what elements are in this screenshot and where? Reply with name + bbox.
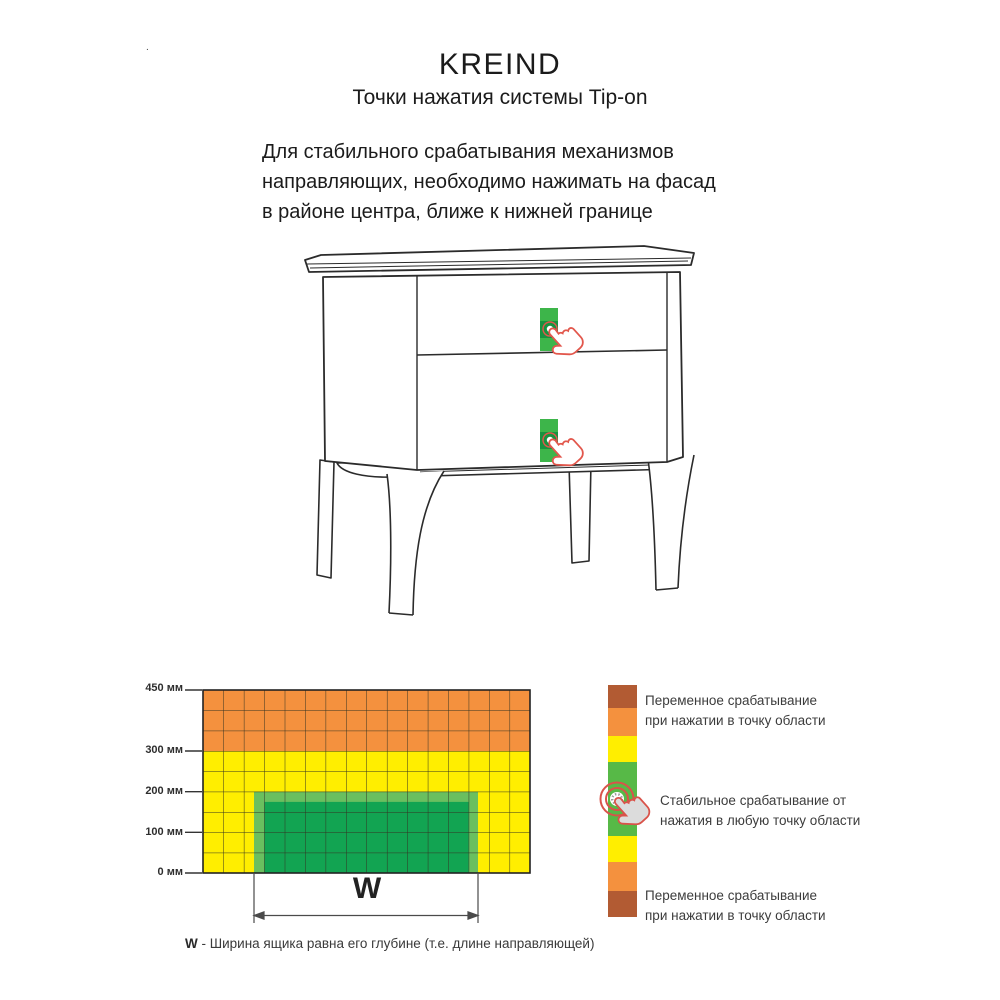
axis-label-0: 0 мм xyxy=(157,866,183,878)
legend-text-line: при нажатии в точку области xyxy=(645,713,826,728)
nightstand-carcass xyxy=(322,271,684,471)
legend-item-variable-top: Переменное срабатывание при нажатии в то… xyxy=(645,691,826,731)
press-point-upper xyxy=(539,308,587,365)
nightstand-legs xyxy=(316,454,695,616)
width-dimension xyxy=(252,873,480,923)
legend-text-line: Переменное срабатывание xyxy=(645,888,818,903)
axis-label-200: 200 мм xyxy=(145,785,183,797)
caption-text: - Ширина ящика равна его глубине (т.е. д… xyxy=(197,936,595,951)
press-point-lower xyxy=(539,419,587,476)
axis-label-450: 450 мм xyxy=(145,682,183,694)
diagram-caption: W - Ширина ящика равна его глубине (т.е.… xyxy=(185,936,594,951)
axis-ticks xyxy=(185,689,202,874)
legend-item-variable-bottom: Переменное срабатывание при нажатии в то… xyxy=(645,886,826,926)
legend-swatch-yellow-bottom xyxy=(608,836,637,862)
press-zone-diagram xyxy=(140,675,620,965)
legend-text-line: Стабильное срабатывание от xyxy=(660,793,847,808)
legend-text-line: Переменное срабатывание xyxy=(645,693,818,708)
axis-label-300: 300 мм xyxy=(145,744,183,756)
legend-item-stable: Стабильное срабатывание от нажатия в люб… xyxy=(660,791,860,831)
legend-swatch-orange-top xyxy=(608,708,637,736)
intro-line-3: в районе центра, ближе к нижней границе xyxy=(262,201,653,223)
legend-text-line: нажатия в любую точку области xyxy=(660,813,861,828)
legend-swatch-brown-top xyxy=(608,685,637,708)
width-label: W xyxy=(352,872,382,905)
legend-press-hand-icon xyxy=(583,763,673,853)
page-subtitle: Точки нажатия системы Tip-on xyxy=(352,86,648,109)
legend-swatch-yellow-top xyxy=(608,736,637,762)
caption-w: W xyxy=(185,936,198,951)
intro-line-2: направляющих, необходимо нажимать на фас… xyxy=(262,171,716,193)
zone-grid xyxy=(202,689,531,874)
legend-text-line: при нажатии в точку области xyxy=(645,908,826,923)
nightstand-drawing xyxy=(280,238,720,640)
stray-mark: . xyxy=(146,42,149,53)
page-title: KREIND xyxy=(438,48,562,81)
axis-label-100: 100 мм xyxy=(145,826,183,838)
legend-swatch-orange-bottom xyxy=(608,862,637,891)
intro-line-1: Для стабильного срабатывания механизмов xyxy=(262,141,674,163)
legend-swatch-brown-bottom xyxy=(608,891,637,917)
intro-paragraph: Для стабильного срабатывания механизмов … xyxy=(262,137,762,227)
nightstand-top xyxy=(304,245,695,273)
